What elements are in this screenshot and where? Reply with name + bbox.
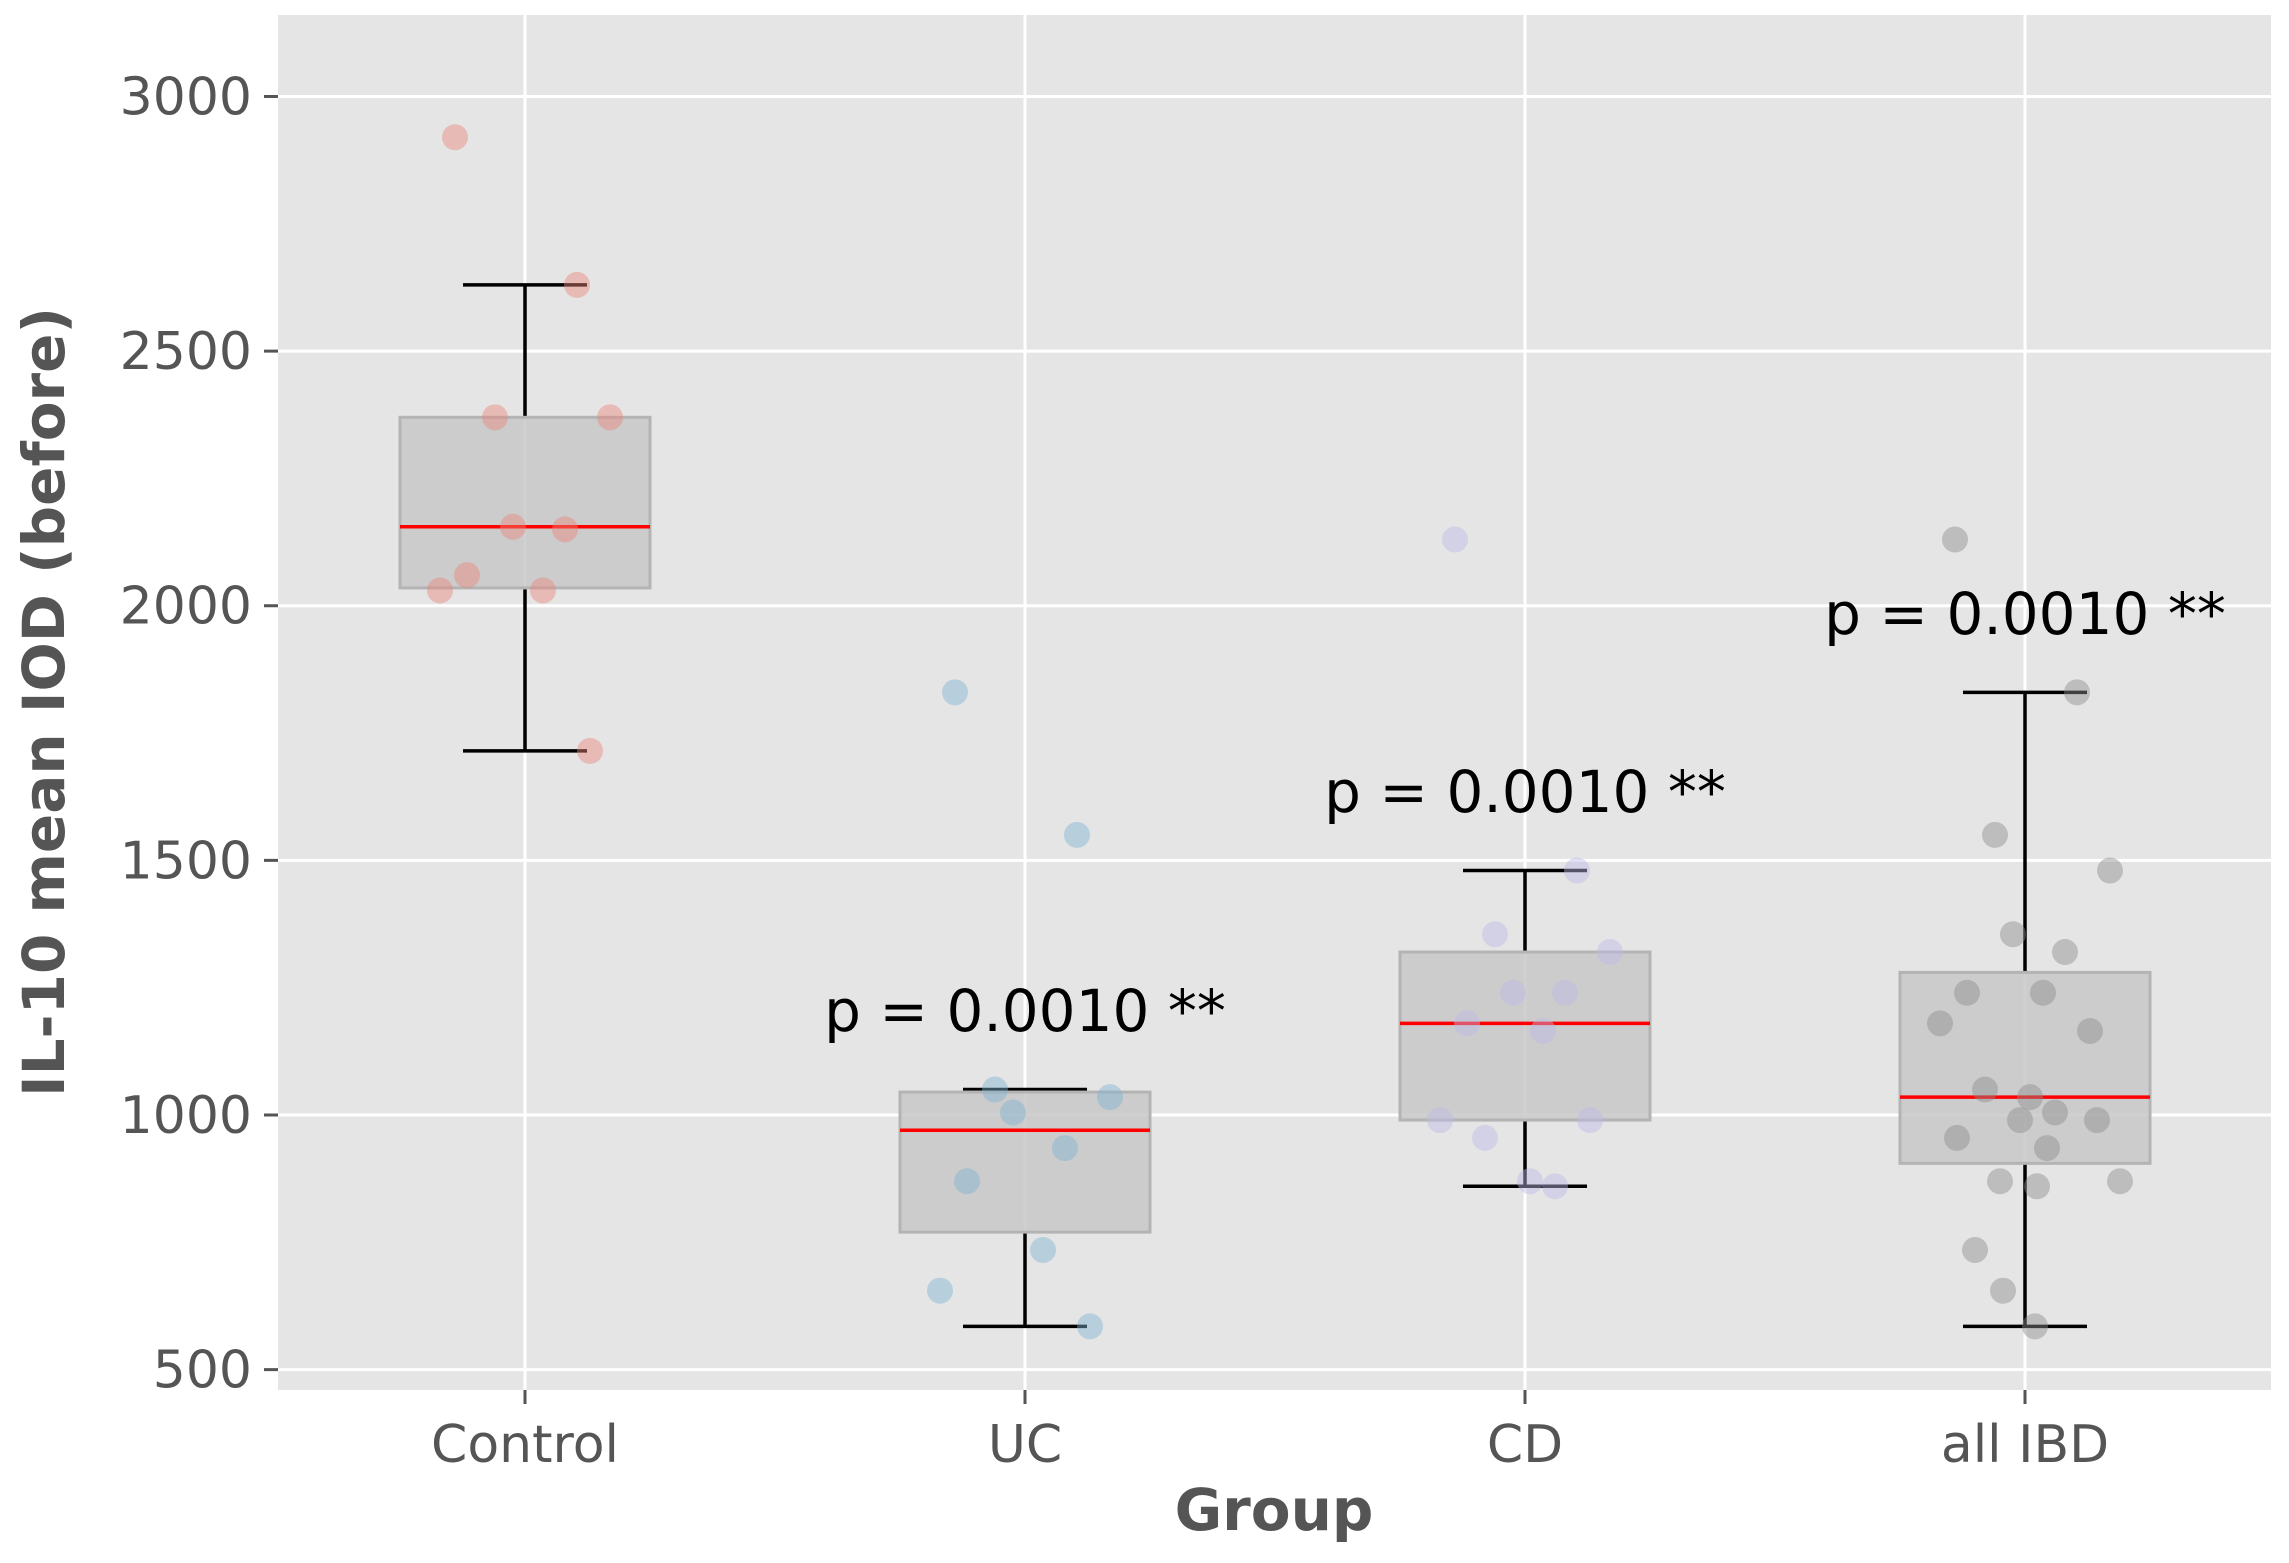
box-iqr [1398,950,1652,1122]
y-tick-label-1500: 1500 [120,831,252,891]
point-cd-5 [1552,979,1578,1006]
point-uc-5 [1052,1135,1078,1162]
point-control-9 [577,737,603,764]
point-uc-1 [1064,821,1090,848]
point-all-ibd-14 [2084,1107,2110,1134]
point-uc-2 [982,1076,1008,1103]
y-axis-ticks: 500 1000 1500 2000 2500 3000 [120,67,278,1401]
point-all-ibd-10 [1972,1076,1998,1103]
point-uc-0 [942,679,968,706]
point-cd-10 [1472,1124,1498,1151]
box-iqr [1898,970,2152,1165]
point-all-ibd-22 [2022,1313,2048,1340]
box-iqr [898,1090,1152,1234]
point-cd-8 [1427,1107,1453,1134]
p-value-annotation-uc: p = 0.0010 ** [824,977,1226,1045]
point-cd-2 [1482,921,1508,948]
point-all-ibd-18 [2107,1168,2133,1195]
point-all-ibd-4 [2000,921,2026,948]
point-control-2 [482,404,508,431]
point-all-ibd-1 [2064,679,2090,706]
point-cd-3 [1597,939,1623,966]
point-cd-6 [1454,1010,1480,1037]
y-tick-label-1000: 1000 [120,1086,252,1146]
point-uc-3 [1097,1084,1123,1111]
point-all-ibd-8 [1927,1010,1953,1037]
point-all-ibd-12 [2042,1099,2068,1126]
point-all-ibd-19 [2024,1173,2050,1200]
y-tick-label-2000: 2000 [120,577,252,637]
point-all-ibd-16 [2034,1135,2060,1162]
point-control-4 [500,513,526,540]
point-cd-1 [1564,857,1590,884]
point-all-ibd-3 [2097,857,2123,884]
point-all-ibd-5 [2052,939,2078,966]
x-axis-title: Group [1175,1476,1374,1544]
point-cd-11 [1517,1168,1543,1195]
point-control-3 [597,404,623,431]
p-value-annotation-cd: p = 0.0010 ** [1324,758,1726,826]
point-control-6 [454,562,480,589]
point-all-ibd-9 [2077,1017,2103,1044]
jitter-points [427,124,2133,1340]
box-control [398,283,652,753]
x-tick-label-uc: UC [988,1415,1062,1475]
box-iqr [398,415,652,590]
point-control-1 [564,271,590,298]
x-axis-ticks: Control UC CD all IBD [431,1390,2109,1475]
point-all-ibd-2 [1982,821,2008,848]
box-layer [398,283,2152,1329]
x-tick-label-all-ibd: all IBD [1941,1415,2109,1475]
point-all-ibd-15 [1944,1124,1970,1151]
point-uc-8 [927,1277,953,1304]
p-value-annotation-all-ibd: p = 0.0010 ** [1824,580,2226,648]
point-all-ibd-17 [1987,1168,2013,1195]
point-cd-9 [1577,1107,1603,1134]
point-uc-7 [1030,1236,1056,1263]
point-all-ibd-21 [1990,1277,2016,1304]
point-uc-4 [1000,1099,1026,1126]
point-all-ibd-13 [2007,1107,2033,1134]
point-control-7 [530,577,556,604]
point-cd-7 [1530,1017,1556,1044]
y-tick-label-500: 500 [153,1341,252,1401]
point-all-ibd-20 [1962,1236,1988,1263]
point-all-ibd-0 [1942,526,1968,553]
point-control-5 [552,516,578,543]
box-uc [898,1087,1152,1329]
point-all-ibd-7 [2030,979,2056,1006]
x-tick-label-control: Control [431,1415,619,1475]
point-all-ibd-11 [2017,1084,2043,1111]
box-cd [1398,868,1652,1189]
point-all-ibd-6 [1954,979,1980,1006]
point-uc-9 [1077,1313,1103,1340]
point-cd-12 [1542,1173,1568,1200]
annotations: p = 0.0010 ** p = 0.0010 ** p = 0.0010 ** [824,580,2226,1045]
point-control-0 [442,124,468,151]
y-axis-title: IL-10 mean IOD (before) [10,307,78,1097]
y-tick-label-2500: 2500 [120,322,252,382]
point-control-8 [427,577,453,604]
y-tick-label-3000: 3000 [120,67,252,127]
x-tick-label-cd: CD [1487,1415,1563,1475]
plot-panel [278,15,2271,1390]
point-cd-4 [1500,979,1526,1006]
point-uc-6 [954,1168,980,1195]
point-cd-0 [1442,526,1468,553]
box-all-ibd [1898,690,2152,1329]
